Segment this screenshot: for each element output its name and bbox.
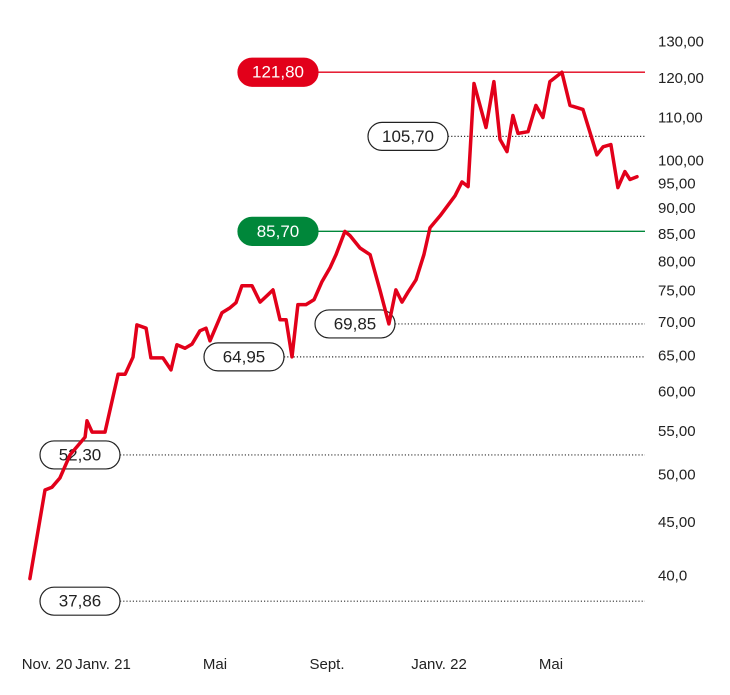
y-tick-label: 85,00 (658, 226, 696, 243)
y-tick-label: 75,00 (658, 283, 696, 300)
reference-label: 85,70 (257, 222, 300, 241)
reference-label: 52,30 (59, 445, 102, 464)
x-tick-label: Janv. 22 (411, 656, 467, 673)
y-tick-label: 65,00 (658, 347, 696, 364)
price-line (28, 70, 639, 581)
y-tick-label: 120,00 (658, 70, 704, 87)
reference-pill (203, 342, 285, 372)
y-tick-label: 100,00 (658, 152, 704, 169)
reference-label: 105,70 (382, 127, 434, 146)
reference-label: 37,86 (59, 592, 102, 611)
x-tick-label: Sept. (309, 656, 344, 673)
x-tick-label: Janv. 21 (75, 656, 131, 673)
y-tick-label: 90,00 (658, 200, 696, 217)
y-tick-label: 55,00 (658, 423, 696, 440)
reference-pill (39, 586, 121, 616)
y-tick-label: 60,00 (658, 384, 696, 401)
reference-pill (314, 309, 396, 339)
y-tick-label: 45,00 (658, 514, 696, 531)
y-tick-label: 40,0 (658, 567, 687, 584)
reference-label: 121,80 (252, 63, 304, 82)
x-tick-label: Nov. 20 (22, 656, 73, 673)
reference-label: 69,85 (334, 314, 377, 333)
x-tick-label: Mai (203, 656, 227, 673)
reference-pill (237, 57, 319, 87)
y-tick-label: 95,00 (658, 176, 696, 193)
reference-pill (237, 216, 319, 246)
x-tick-label: Mai (539, 656, 563, 673)
y-tick-label: 80,00 (658, 253, 696, 270)
y-tick-label: 50,00 (658, 466, 696, 483)
y-tick-label: 130,00 (658, 34, 704, 51)
reference-label: 64,95 (223, 347, 266, 366)
y-tick-label: 110,00 (658, 109, 703, 126)
reference-pill (367, 121, 449, 151)
y-tick-label: 70,00 (658, 314, 696, 331)
